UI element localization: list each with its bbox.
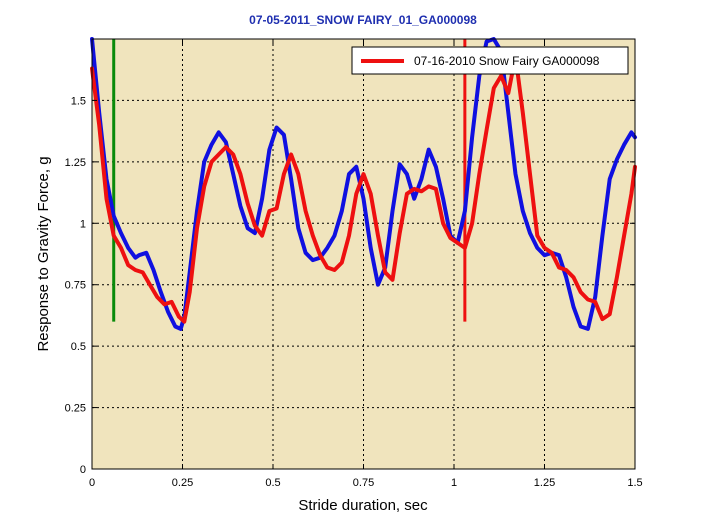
x-axis-label: Stride duration, sec	[298, 497, 428, 514]
x-tick-label: 0.5	[265, 477, 280, 489]
legend-entry: 07-16-2010 Snow Fairy GA000098	[414, 54, 600, 68]
y-tick-label: 0.25	[65, 403, 86, 415]
legend: 07-16-2010 Snow Fairy GA000098	[351, 46, 629, 75]
legend-box	[351, 46, 629, 75]
y-tick-label: 0.5	[71, 341, 86, 353]
y-tick-label: 0	[80, 464, 86, 476]
series-line-2	[90, 54, 637, 324]
y-tick-label: 0.75	[65, 280, 86, 292]
chart-title: 07-05-2011_SNOW FAIRY_01_GA000098	[249, 13, 477, 27]
x-tick-label: 1	[451, 477, 457, 489]
x-tick-label: 1.5	[627, 477, 642, 489]
axis-ticks: 0 0.25 0.5 0.75 1 1.25 1.5 0 0.25 0.5 0.75 1 1.25 1.5	[65, 39, 643, 489]
x-tick-label: 1.25	[534, 477, 555, 489]
y-tick-label: 1.25	[65, 157, 86, 169]
x-tick-label: 0	[89, 477, 95, 489]
y-tick-label: 1.5	[71, 95, 86, 107]
y-tick-label: 1	[80, 218, 86, 230]
x-tick-label: 0.25	[172, 477, 193, 489]
annotation-lines	[112, 39, 467, 322]
x-tick-label: 0.75	[353, 477, 374, 489]
y-axis-label: Response to Gravity Force, g	[35, 156, 52, 351]
series-lines	[90, 37, 637, 331]
